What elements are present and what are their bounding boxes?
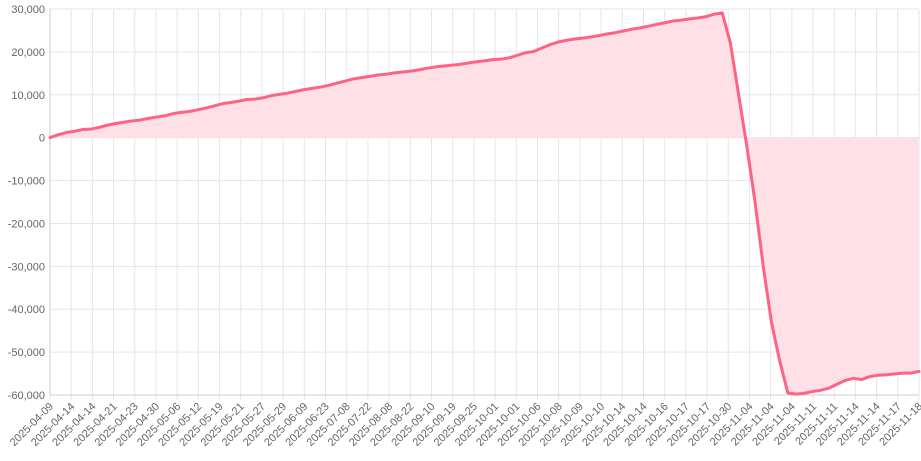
y-tick-label: -50,000 (8, 347, 45, 359)
y-tick-label: 0 (39, 133, 45, 145)
x-axis-ticks: 2025-04-092025-04-142025-04-142025-04-21… (8, 401, 921, 449)
series-line-layer (48, 11, 921, 396)
y-tick-label: 10,000 (11, 90, 45, 102)
y-tick-label: 20,000 (11, 47, 45, 59)
y-tick-label: -60,000 (8, 390, 45, 402)
series-area-fill (50, 12, 919, 395)
y-tick-label: -40,000 (8, 304, 45, 316)
area-fill-layer (50, 12, 919, 395)
y-tick-label: -20,000 (8, 218, 45, 230)
y-axis-ticks: 30,000 20,000 10,000 0 -10,000 -20,000 -30,000… (8, 4, 45, 402)
y-tick-label: -30,000 (8, 261, 45, 273)
y-tick-label: 30,000 (11, 4, 45, 16)
y-tick-label: -10,000 (8, 176, 45, 188)
series-line (48, 11, 921, 396)
